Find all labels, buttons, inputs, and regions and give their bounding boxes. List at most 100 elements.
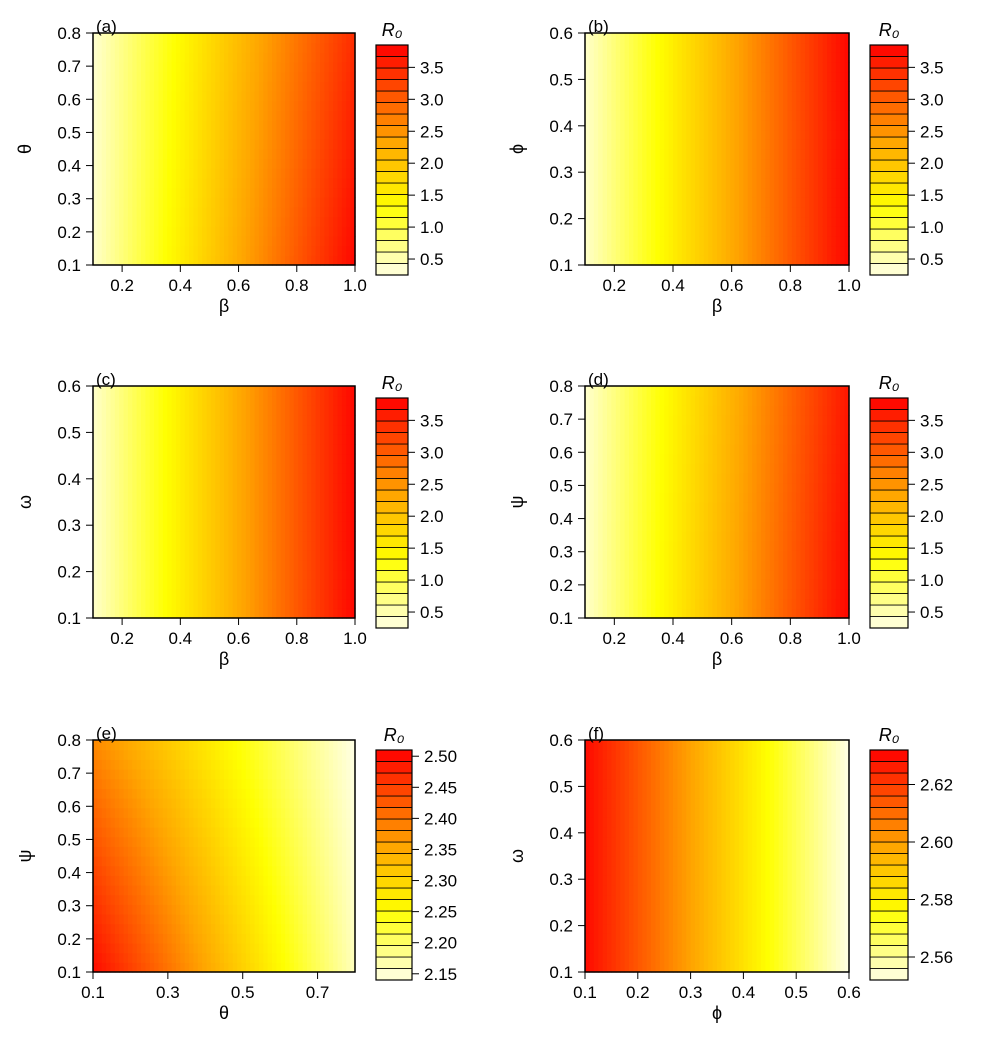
heatmap-cell xyxy=(276,502,282,513)
heatmap-cell xyxy=(659,197,665,208)
heatmap-cell xyxy=(624,168,630,179)
heatmap-cell xyxy=(642,424,648,435)
heatmap-cell xyxy=(827,110,832,121)
heatmap-cell xyxy=(328,187,334,198)
heatmap-cell xyxy=(219,178,225,189)
heatmap-cell xyxy=(267,453,273,464)
heatmap-cell xyxy=(620,187,626,198)
heatmap-cell xyxy=(311,579,317,590)
heatmap-cell xyxy=(215,129,221,140)
heatmap-cell xyxy=(800,71,806,82)
heatmap-cell xyxy=(202,569,208,580)
heatmap-cell xyxy=(141,405,146,416)
heatmap-cell xyxy=(787,158,793,169)
heatmap-cell xyxy=(167,110,173,121)
heatmap-cell xyxy=(659,71,665,82)
heatmap-cell xyxy=(123,226,129,237)
heatmap-cell xyxy=(272,139,277,150)
heatmap-cell xyxy=(132,405,138,416)
heatmap-cell xyxy=(831,81,837,92)
heatmap-cell xyxy=(267,521,273,532)
heatmap-cell xyxy=(646,540,652,551)
heatmap-cell xyxy=(598,255,604,266)
heatmap-cell xyxy=(840,91,846,102)
heatmap-cell xyxy=(184,531,190,542)
heatmap-cell xyxy=(721,226,727,237)
heatmap-cell xyxy=(341,482,347,493)
heatmap-cell xyxy=(320,424,326,435)
heatmap-cell xyxy=(739,226,744,237)
heatmap-cell xyxy=(328,52,334,63)
heatmap-cell xyxy=(844,42,850,53)
heatmap-cell xyxy=(822,110,828,121)
colorbar-band xyxy=(375,263,409,276)
heatmap-cell xyxy=(132,579,138,590)
heatmap-cell xyxy=(311,521,317,532)
heatmap-cell xyxy=(110,255,116,266)
heatmap-cell xyxy=(245,168,251,179)
heatmap-cell xyxy=(633,405,639,416)
heatmap-cell xyxy=(254,569,260,580)
heatmap-cell xyxy=(276,386,282,397)
heatmap-cell xyxy=(633,100,639,111)
heatmap-cell xyxy=(202,178,208,189)
heatmap-cell xyxy=(123,395,129,406)
heatmap-cell xyxy=(167,187,173,198)
heatmap-cell xyxy=(267,255,273,266)
heatmap-cell xyxy=(162,434,168,445)
heatmap-cell xyxy=(245,608,251,619)
heatmap-cell xyxy=(93,473,98,484)
heatmap-cell xyxy=(97,531,103,542)
heatmap-cell xyxy=(800,42,806,53)
heatmap-cell xyxy=(197,482,203,493)
heatmap-cell xyxy=(97,91,103,102)
heatmap-cell xyxy=(800,81,806,92)
heatmap-cell xyxy=(835,33,841,44)
heatmap-cell xyxy=(119,110,125,121)
heatmap-cell xyxy=(629,129,634,140)
heatmap-cell xyxy=(119,236,125,247)
heatmap-cell xyxy=(202,540,208,551)
heatmap-cell xyxy=(101,608,107,619)
heatmap-cell xyxy=(805,81,810,92)
heatmap-cell xyxy=(607,187,612,198)
heatmap-cell xyxy=(132,521,138,532)
heatmap-cell xyxy=(258,120,264,131)
heatmap-cell xyxy=(629,589,634,600)
heatmap-cell xyxy=(813,42,819,53)
heatmap-cell xyxy=(827,62,832,73)
heatmap-cell xyxy=(250,463,256,474)
heatmap-cell xyxy=(637,187,643,198)
heatmap-cell xyxy=(328,569,334,580)
heatmap-cell xyxy=(624,482,630,493)
heatmap-cell xyxy=(250,158,256,169)
heatmap-cell xyxy=(101,569,107,580)
heatmap-cell xyxy=(752,62,758,73)
heatmap-cell xyxy=(241,168,247,179)
heatmap-cell xyxy=(350,424,356,435)
heatmap-cell xyxy=(106,415,112,426)
heatmap-cell xyxy=(298,598,304,609)
heatmap-cell xyxy=(136,100,142,111)
heatmap-cell xyxy=(263,178,269,189)
heatmap-cell xyxy=(154,492,160,503)
heatmap-cell xyxy=(171,197,177,208)
heatmap-cell xyxy=(250,226,256,237)
plot-frame xyxy=(584,32,850,266)
heatmap-cell xyxy=(276,100,282,111)
heatmap-cell xyxy=(189,226,195,237)
heatmap-cell xyxy=(311,608,317,619)
heatmap-cell xyxy=(132,62,138,73)
heatmap-cell xyxy=(341,207,347,218)
heatmap-cell xyxy=(119,424,125,435)
heatmap-cell xyxy=(686,100,692,111)
heatmap-cell xyxy=(602,110,608,121)
heatmap-cell xyxy=(154,245,160,256)
heatmap-cell xyxy=(598,405,604,416)
heatmap-cell xyxy=(844,197,850,208)
heatmap-cell xyxy=(787,120,793,131)
heatmap-cell xyxy=(730,100,736,111)
heatmap-cell xyxy=(827,187,832,198)
heatmap-cell xyxy=(276,207,282,218)
heatmap-cell xyxy=(774,149,780,160)
